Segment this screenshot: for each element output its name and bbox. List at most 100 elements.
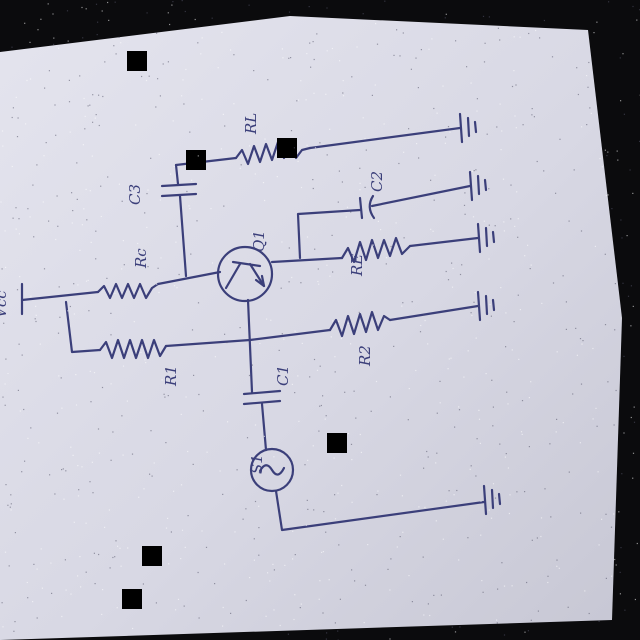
speckle (58, 286, 60, 288)
speckle (313, 358, 316, 361)
speckle (494, 497, 497, 499)
speckle (387, 568, 389, 570)
speckle (230, 49, 232, 51)
speckle (504, 456, 506, 458)
speckle (354, 580, 356, 582)
speckle (288, 247, 290, 249)
speckle (8, 565, 10, 567)
speckle (423, 314, 425, 316)
speckle (531, 539, 533, 541)
speckle (52, 13, 54, 15)
speckle (411, 601, 413, 603)
speckle (21, 471, 23, 473)
speckle (452, 267, 454, 270)
speckle (463, 376, 465, 378)
speckle (473, 170, 475, 172)
speckle (67, 310, 69, 312)
speckle (415, 369, 417, 372)
speckle (73, 521, 75, 523)
speckle (36, 568, 38, 570)
speckle (27, 597, 29, 599)
speckle (181, 95, 183, 97)
speckle (68, 79, 70, 81)
speckle (399, 536, 401, 538)
speckle (488, 16, 490, 18)
speckle (427, 456, 429, 458)
speckle (395, 222, 397, 224)
speckle (508, 512, 510, 515)
speckle (104, 526, 106, 528)
speckle (249, 117, 251, 119)
speckle (466, 66, 468, 68)
speckle (565, 328, 567, 330)
speckle (562, 422, 564, 424)
speckle (501, 562, 503, 564)
speckle (90, 241, 92, 243)
speckle (424, 319, 426, 322)
speckle (562, 275, 564, 277)
speckle (610, 526, 613, 528)
speckle (227, 421, 229, 423)
speckle (475, 169, 477, 171)
speckle (1, 268, 3, 270)
r2-to-ground-wire (388, 304, 480, 322)
speckle (5, 266, 7, 268)
speckle (81, 224, 83, 226)
speckle (607, 381, 609, 383)
speckle (484, 42, 486, 44)
speckle (556, 418, 558, 420)
speckle (233, 103, 235, 105)
speckle (338, 170, 340, 172)
speckle (325, 638, 327, 640)
speckle (619, 571, 621, 573)
speckle (112, 556, 114, 559)
r1-resistor-icon (98, 338, 168, 360)
speckle (607, 151, 609, 153)
speckle (505, 453, 507, 455)
speckle (94, 117, 96, 119)
speckle (133, 321, 135, 323)
speckle (496, 126, 498, 128)
speckle (307, 508, 309, 510)
speckle (53, 43, 55, 45)
speckle (505, 312, 507, 314)
speckle (470, 465, 472, 467)
speckle (224, 125, 226, 127)
speckle (454, 426, 456, 428)
speckle (288, 281, 290, 283)
speckle (253, 538, 255, 540)
speckle (246, 437, 249, 439)
speckle (29, 41, 31, 43)
label-r1: R1 (162, 365, 180, 387)
speckle (160, 257, 162, 259)
speckle (98, 94, 100, 96)
speckle (120, 565, 122, 567)
speckle (293, 618, 295, 621)
speckle (1, 130, 4, 132)
speckle (0, 311, 2, 313)
speckle (43, 155, 45, 157)
speckle (568, 471, 570, 473)
speckle (170, 531, 172, 533)
speckle (549, 443, 551, 445)
speckle (10, 509, 12, 511)
speckle (364, 186, 366, 188)
transistor-emitter-lead (248, 262, 266, 288)
speckle (172, 1, 174, 3)
speckle (278, 371, 280, 373)
speckle (604, 253, 606, 255)
speckle (461, 264, 463, 266)
speckle (53, 37, 55, 39)
speckle (503, 634, 506, 636)
speckle (453, 494, 455, 496)
speckle (75, 404, 78, 406)
ground-icon (468, 170, 488, 202)
speckle (454, 631, 457, 633)
speckle (385, 263, 387, 265)
speckle (420, 324, 422, 327)
speckle (122, 365, 125, 367)
speckle (476, 98, 478, 100)
speckle (161, 379, 163, 381)
speckle (118, 183, 120, 185)
speckle (101, 10, 103, 12)
